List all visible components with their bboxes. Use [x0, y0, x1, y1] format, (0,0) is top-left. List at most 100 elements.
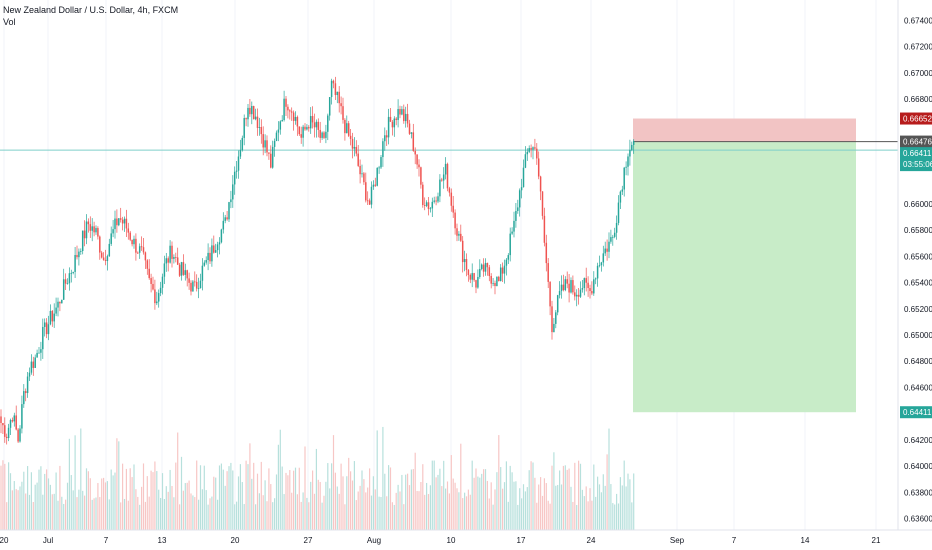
volume-bar [621, 485, 623, 530]
volume-bar [460, 443, 462, 530]
candle-body [363, 173, 365, 183]
stop-loss-zone[interactable] [633, 118, 856, 142]
candle-body [19, 428, 21, 442]
entry-price-label: 0.66476 [903, 138, 932, 147]
candle-body [154, 289, 156, 304]
candle-body [608, 241, 610, 252]
volume-bar [194, 497, 196, 530]
candle-body [76, 254, 78, 258]
candle-body [275, 132, 278, 142]
entry-price-tag: 0.66476 [900, 135, 932, 148]
volume-bar [492, 504, 494, 530]
volume-bar [488, 498, 490, 530]
time-axis[interactable]: 20 Jul 7 13 20 27 Aug 10 17 24 Sep 7 14 21 [0, 529, 932, 545]
candle-body [150, 278, 152, 284]
volume-bar [378, 496, 380, 530]
candle-body [496, 276, 498, 287]
volume-bar [562, 465, 564, 530]
price-tick-label: 0.66800 [904, 95, 932, 104]
candle-body [539, 176, 542, 192]
candle-body [617, 202, 620, 223]
candle-body [251, 106, 253, 115]
candle-body [517, 207, 519, 211]
candle-body [632, 141, 635, 145]
candle-body [23, 391, 25, 405]
candle-body [264, 140, 266, 148]
candle-body [372, 184, 375, 187]
candle-body [513, 220, 515, 232]
candle-body [412, 132, 415, 151]
volume-bar [38, 469, 40, 530]
candle-body [57, 301, 59, 308]
volume-bar [490, 482, 492, 530]
candle-body [89, 224, 92, 231]
candle-body [575, 294, 578, 297]
volume-bar [513, 481, 515, 530]
volume-bar [234, 504, 236, 530]
candle-body [604, 248, 606, 254]
volume-bar [422, 464, 424, 530]
volume-bar [133, 464, 135, 530]
volume-bar [541, 495, 544, 530]
volume-bar [359, 485, 361, 530]
volume-bar [285, 472, 287, 530]
volume-bar [217, 499, 219, 530]
volume-bar [260, 461, 262, 530]
volume-bar [154, 461, 156, 530]
volume-bar [108, 499, 110, 530]
candle-body [579, 289, 582, 297]
volume-bar [602, 474, 604, 530]
volume-bar [543, 478, 545, 530]
time-tick-label: 27 [304, 536, 313, 545]
volume-bar [112, 475, 114, 530]
candle-body [239, 149, 242, 157]
volume-bar [93, 498, 95, 530]
volume-bar [334, 472, 336, 530]
volume-bar [464, 492, 466, 530]
volume-bar [579, 463, 582, 530]
price-axis[interactable]: 0.67400 0.67200 0.67000 0.66800 0.66000 0.658… [897, 0, 932, 530]
volume-bar [469, 494, 471, 530]
candle-body [380, 157, 382, 168]
volume-bar [593, 464, 595, 530]
time-tick-label: 20 [0, 536, 9, 545]
volume-bar [215, 477, 217, 530]
candle-body [368, 200, 371, 205]
volume-bar [410, 469, 412, 530]
volume-bar [344, 504, 346, 530]
candle-body [530, 148, 532, 150]
candle-body [577, 294, 580, 297]
candle-body [395, 118, 397, 121]
volume-bar [507, 501, 509, 530]
volume-bar [486, 480, 488, 530]
candle-body [308, 127, 310, 129]
take-profit-zone[interactable] [633, 141, 856, 413]
candle-body [355, 146, 358, 154]
candle-body [13, 415, 16, 422]
volume-bar [574, 462, 576, 530]
volume-bar [192, 495, 194, 530]
candle-body [581, 288, 584, 290]
candle-body [85, 221, 88, 239]
volume-bar [160, 497, 162, 530]
volume-bar [95, 497, 97, 530]
volume-bar [196, 460, 198, 530]
volume-bar [182, 490, 184, 530]
volume-bar [553, 452, 555, 530]
candle-body [543, 215, 546, 243]
candle-body [175, 257, 177, 258]
volume-bar [82, 490, 84, 530]
candle-body [594, 278, 597, 280]
candle-body [467, 269, 470, 275]
candle-body [285, 98, 287, 107]
candle-body [499, 267, 502, 281]
volume-bar [249, 443, 251, 530]
candle-body [245, 118, 247, 120]
volume-bar [576, 504, 578, 530]
candle-body [182, 262, 185, 275]
volume-bar [277, 444, 279, 530]
candle-body [479, 268, 481, 277]
short-position-tool[interactable] [633, 118, 898, 413]
candle-body [591, 291, 593, 294]
